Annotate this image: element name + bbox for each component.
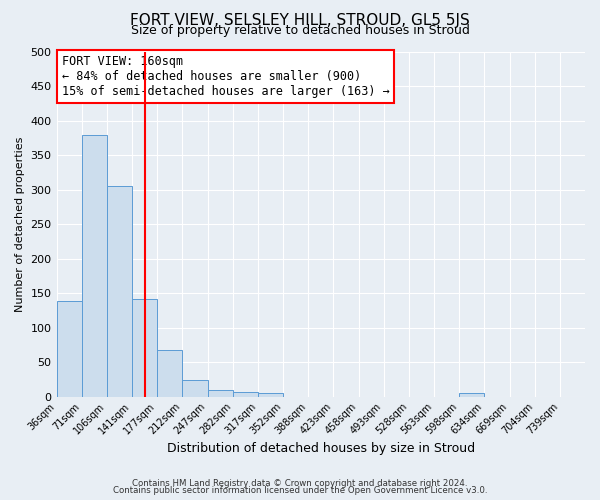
- Bar: [157, 350, 182, 397]
- Text: FORT VIEW: 160sqm
← 84% of detached houses are smaller (900)
15% of semi-detache: FORT VIEW: 160sqm ← 84% of detached hous…: [62, 55, 389, 98]
- Bar: [182, 380, 208, 396]
- Text: Size of property relative to detached houses in Stroud: Size of property relative to detached ho…: [131, 24, 469, 37]
- Text: Contains HM Land Registry data © Crown copyright and database right 2024.: Contains HM Land Registry data © Crown c…: [132, 478, 468, 488]
- Bar: [132, 300, 157, 396]
- Bar: [107, 186, 132, 396]
- Bar: [56, 300, 82, 396]
- Y-axis label: Number of detached properties: Number of detached properties: [15, 136, 25, 312]
- Bar: [258, 393, 283, 396]
- X-axis label: Distribution of detached houses by size in Stroud: Distribution of detached houses by size …: [167, 442, 475, 455]
- Bar: [82, 135, 107, 396]
- Bar: [208, 390, 233, 396]
- Text: Contains public sector information licensed under the Open Government Licence v3: Contains public sector information licen…: [113, 486, 487, 495]
- Text: FORT VIEW, SELSLEY HILL, STROUD, GL5 5JS: FORT VIEW, SELSLEY HILL, STROUD, GL5 5JS: [130, 12, 470, 28]
- Bar: [459, 393, 484, 396]
- Bar: [233, 392, 258, 396]
